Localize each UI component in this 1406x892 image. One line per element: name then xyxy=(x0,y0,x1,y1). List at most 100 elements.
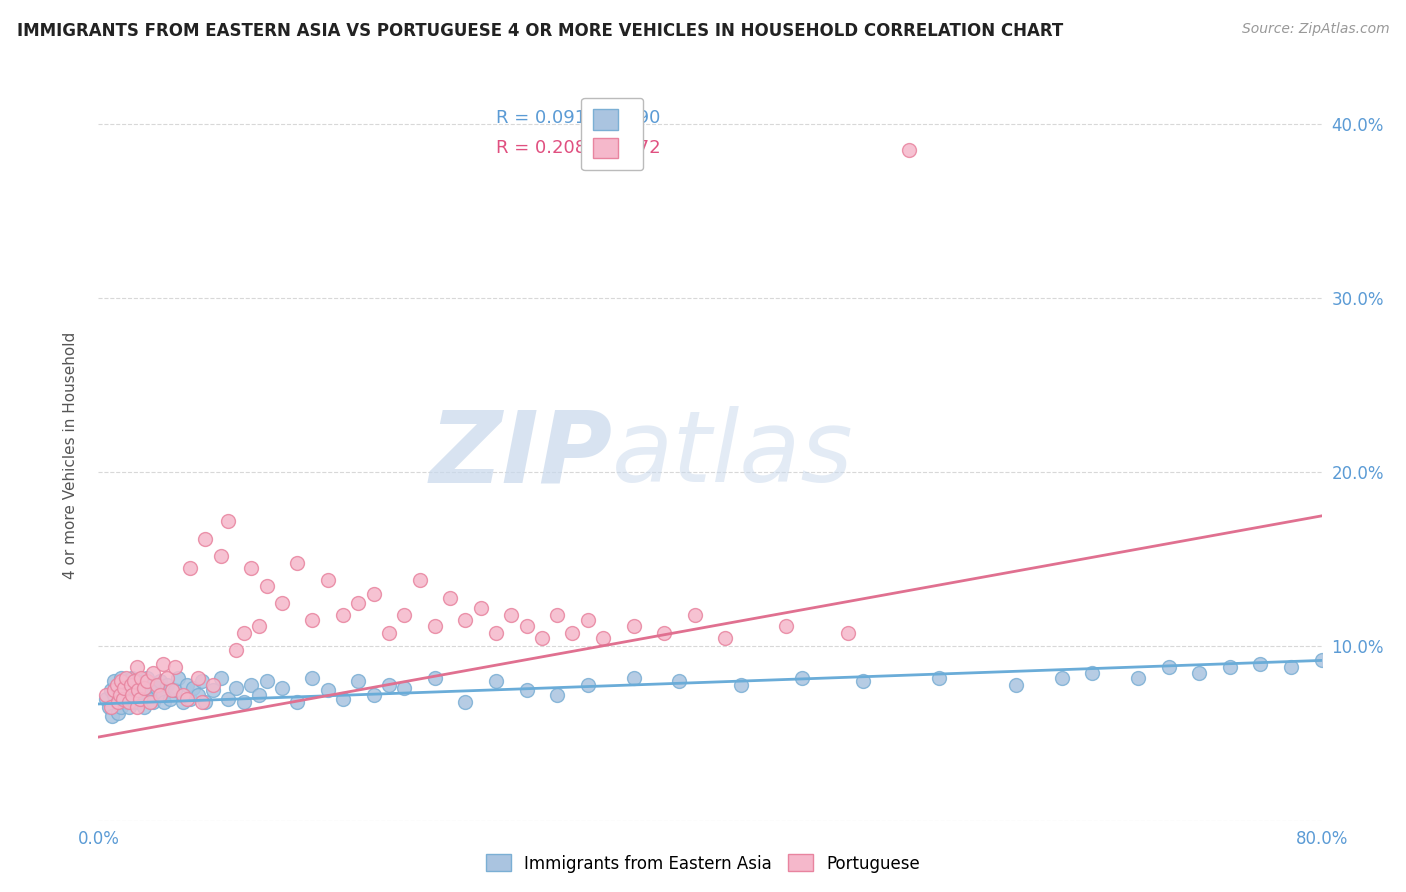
Point xyxy=(125,660,148,674)
Point xyxy=(232,625,254,640)
Point xyxy=(202,683,225,698)
Point xyxy=(1310,653,1333,667)
Point xyxy=(194,695,217,709)
Point xyxy=(134,681,156,696)
Point xyxy=(187,671,209,685)
Point xyxy=(136,674,159,689)
Point xyxy=(179,561,201,575)
Point xyxy=(316,683,339,698)
Point xyxy=(1050,671,1073,685)
Point xyxy=(121,688,143,702)
Point xyxy=(225,643,247,657)
Point xyxy=(285,556,308,570)
Y-axis label: 4 or more Vehicles in Household: 4 or more Vehicles in Household xyxy=(63,331,77,579)
Point xyxy=(145,681,167,696)
Point xyxy=(454,613,477,627)
Point xyxy=(470,601,492,615)
Point xyxy=(129,681,152,696)
Point xyxy=(1279,660,1302,674)
Point xyxy=(112,681,135,696)
Point xyxy=(100,700,122,714)
Point xyxy=(1157,660,1180,674)
Point xyxy=(141,691,163,706)
Point xyxy=(125,700,148,714)
Point xyxy=(408,574,430,588)
Point xyxy=(378,678,401,692)
Point xyxy=(928,671,950,685)
Point xyxy=(118,688,141,702)
Point xyxy=(105,678,128,692)
Point xyxy=(623,671,645,685)
Point xyxy=(775,618,797,632)
Point xyxy=(270,681,292,696)
Point xyxy=(240,561,263,575)
Point xyxy=(105,695,128,709)
Point xyxy=(156,671,179,685)
Point xyxy=(576,613,599,627)
Point xyxy=(301,671,323,685)
Point xyxy=(115,671,138,685)
Point xyxy=(125,674,148,689)
Point xyxy=(125,688,148,702)
Point xyxy=(270,596,292,610)
Point xyxy=(121,691,143,706)
Point xyxy=(730,678,752,692)
Point xyxy=(1249,657,1271,671)
Point xyxy=(98,700,121,714)
Text: atlas: atlas xyxy=(612,407,853,503)
Point xyxy=(852,674,875,689)
Point xyxy=(181,681,204,696)
Point xyxy=(217,691,239,706)
Point xyxy=(142,665,165,680)
Point xyxy=(516,683,538,698)
Point xyxy=(152,688,174,702)
Point xyxy=(561,625,583,640)
Point xyxy=(546,688,568,702)
Point xyxy=(194,532,217,546)
Point xyxy=(1081,665,1104,680)
Point xyxy=(128,691,150,706)
Point xyxy=(117,674,139,689)
Point xyxy=(107,706,129,720)
Point xyxy=(121,671,143,685)
Point xyxy=(139,695,162,709)
Point xyxy=(110,700,132,714)
Point xyxy=(1219,660,1241,674)
Point xyxy=(316,574,339,588)
Point xyxy=(149,688,172,702)
Point xyxy=(191,674,214,689)
Point xyxy=(576,678,599,692)
Point xyxy=(516,618,538,632)
Point xyxy=(209,671,232,685)
Point xyxy=(124,683,146,698)
Point xyxy=(209,549,232,563)
Point xyxy=(1188,665,1211,680)
Point xyxy=(176,678,198,692)
Point xyxy=(149,674,172,689)
Point xyxy=(202,678,225,692)
Point xyxy=(423,671,446,685)
Point xyxy=(163,660,186,674)
Point xyxy=(120,681,142,696)
Point xyxy=(378,625,401,640)
Point xyxy=(159,691,181,706)
Point xyxy=(592,631,614,645)
Text: R = 0.208  N = 72: R = 0.208 N = 72 xyxy=(496,139,661,157)
Point xyxy=(256,578,278,592)
Point xyxy=(112,681,135,696)
Point xyxy=(111,691,134,706)
Point xyxy=(103,674,125,689)
Point xyxy=(714,631,737,645)
Point xyxy=(138,683,160,698)
Point xyxy=(439,591,461,605)
Text: R = 0.091  N = 90: R = 0.091 N = 90 xyxy=(496,110,661,128)
Legend: Immigrants from Eastern Asia, Portuguese: Immigrants from Eastern Asia, Portuguese xyxy=(479,847,927,880)
Point xyxy=(167,671,190,685)
Point xyxy=(111,691,134,706)
Point xyxy=(110,674,132,689)
Point xyxy=(153,695,176,709)
Point xyxy=(122,695,145,709)
Point xyxy=(127,683,149,698)
Point xyxy=(105,683,128,698)
Point xyxy=(187,688,209,702)
